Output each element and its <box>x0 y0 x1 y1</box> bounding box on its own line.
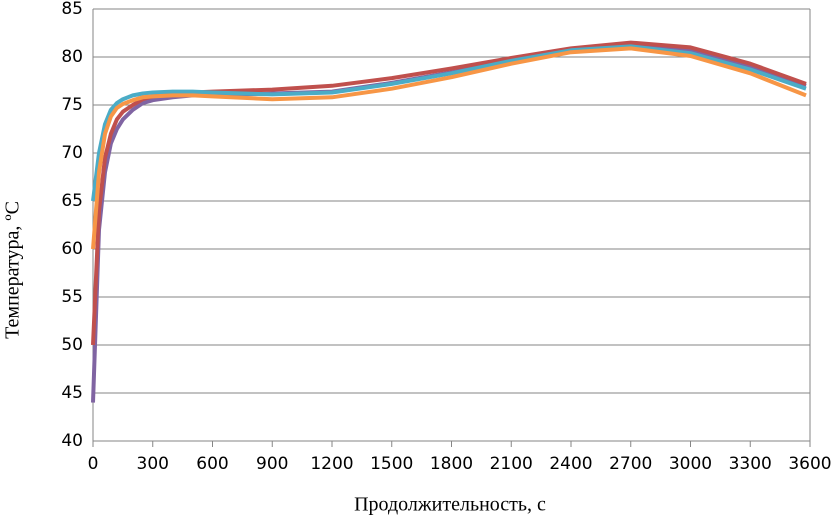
series-line <box>91 40 807 346</box>
x-tick-label: 2700 <box>609 454 652 474</box>
x-tick-label: 2400 <box>549 454 592 474</box>
x-tick-label: 1500 <box>370 454 413 474</box>
series-line <box>91 46 807 250</box>
y-tick-label: 45 <box>61 383 83 403</box>
x-tick-label: 300 <box>137 454 169 474</box>
x-tick-label: 0 <box>88 454 99 474</box>
y-tick-label: 70 <box>61 143 83 163</box>
y-tick-label: 50 <box>61 335 83 355</box>
x-axis-label: Продолжительность, с <box>354 494 546 516</box>
y-tick-label: 55 <box>61 287 83 307</box>
x-tick-label: 600 <box>196 454 228 474</box>
x-tick-label: 1200 <box>310 454 353 474</box>
x-tick-label: 900 <box>256 454 288 474</box>
x-tick-label: 3000 <box>669 454 712 474</box>
y-tick-label: 80 <box>61 47 83 67</box>
y-tick-label: 85 <box>61 0 83 19</box>
y-axis-label: Температура, ºС <box>2 201 24 339</box>
x-tick-label: 2100 <box>490 454 533 474</box>
x-tick-label: 3600 <box>788 454 831 474</box>
y-tick-label: 65 <box>61 191 83 211</box>
x-tick-label: 3300 <box>729 454 772 474</box>
series-line <box>91 42 807 403</box>
y-tick-label: 40 <box>61 431 83 451</box>
y-tick-label: 75 <box>61 95 83 115</box>
x-tick-label: 1800 <box>430 454 473 474</box>
y-tick-label: 60 <box>61 239 83 259</box>
